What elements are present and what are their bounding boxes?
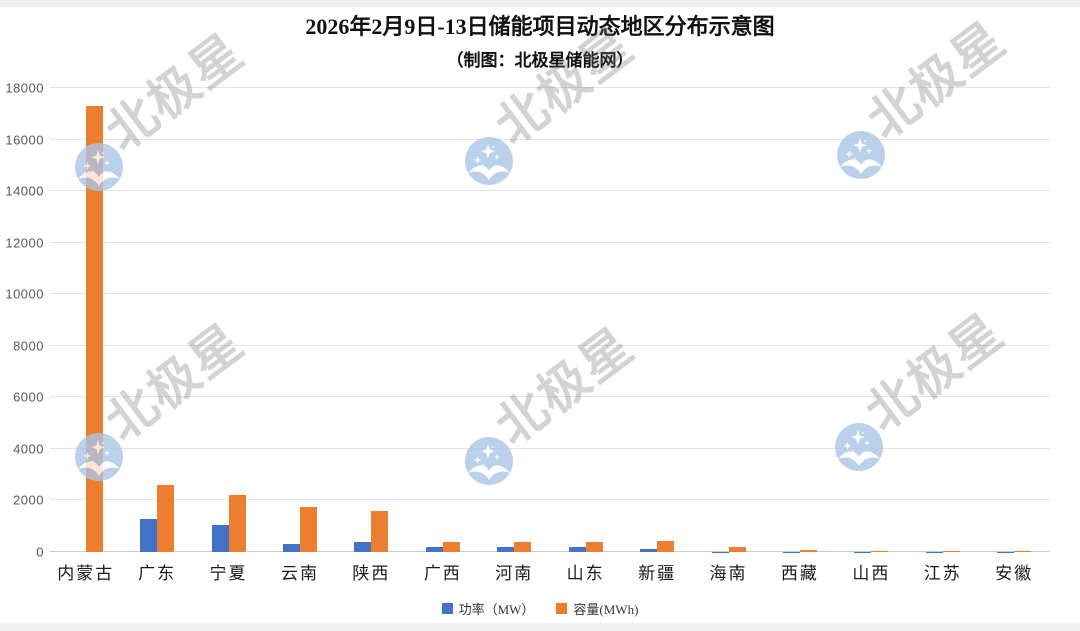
power-bar (425, 546, 443, 552)
capacity-bar (1014, 550, 1032, 552)
y-tick-label: 16000 (5, 132, 44, 148)
bar-group (621, 88, 692, 552)
bar-group (764, 88, 835, 552)
gridline (50, 344, 1050, 346)
x-tick-label: 陕西 (352, 564, 391, 583)
legend-item: 功率（MW） (441, 599, 535, 618)
y-axis-labels: 0 2000 4000 6000 8000 10000 12000 14000 16000 180… (4, 81, 46, 560)
plot-area (50, 87, 1050, 552)
gridline (50, 396, 1050, 398)
y-tick-label: 8000 (13, 338, 44, 354)
legend-label: 功率（MW） (458, 602, 535, 617)
x-tick-label: 西藏 (780, 564, 819, 583)
bar-group (479, 88, 550, 552)
power-bar (211, 524, 229, 552)
top-border-strip (0, 0, 1080, 7)
x-tick-label: 广西 (423, 564, 462, 583)
grid-layer (50, 87, 1050, 552)
bar-group (50, 88, 121, 552)
y-tick-label: 4000 (13, 441, 44, 457)
y-tick-label: 6000 (13, 389, 44, 405)
x-tick-label: 云南 (280, 564, 319, 583)
capacity-bar (442, 541, 460, 552)
capacity-bar (514, 542, 532, 552)
bar-group (550, 88, 621, 552)
x-tick-label: 山西 (852, 564, 891, 583)
capacity-bar (728, 546, 746, 552)
capacity-bar (942, 550, 960, 552)
legend-item: 容量(MWh) (556, 599, 638, 618)
bar-group (693, 88, 764, 552)
legend-label: 容量(MWh) (573, 602, 639, 617)
bar-group (336, 88, 407, 552)
bottom-border-strip (0, 623, 1080, 631)
bar-group (121, 88, 192, 552)
power-bar (140, 518, 158, 552)
capacity-bar (799, 549, 817, 552)
power-bar (497, 547, 515, 552)
bar-group (907, 88, 978, 552)
x-tick-label: 河南 (495, 564, 534, 583)
y-tick-label: 12000 (5, 235, 44, 251)
y-tick-label: 2000 (13, 492, 44, 508)
y-tick-label: 0 (36, 544, 44, 560)
capacity-bar (299, 506, 317, 552)
capacity-bar (85, 106, 103, 552)
bar-group (264, 88, 335, 552)
capacity-bar (871, 550, 889, 552)
x-tick-label: 新疆 (638, 564, 677, 583)
legend: 功率（MW） 容量(MWh) (0, 599, 1080, 618)
x-tick-label: 江苏 (923, 564, 962, 583)
gridline (50, 241, 1050, 243)
capacity-bar (157, 484, 175, 552)
legend-swatch (441, 603, 453, 614)
x-tick-label: 广东 (138, 564, 177, 583)
bar-group (407, 88, 478, 552)
x-tick-label: 内蒙古 (57, 564, 115, 583)
gridline (50, 447, 1050, 449)
capacity-bar (371, 510, 389, 552)
x-tick-label: 海南 (709, 564, 748, 583)
gridline (50, 499, 1050, 501)
chart-title: 2026年2月9日-13日储能项目动态地区分布示意图 (305, 14, 775, 39)
x-axis-labels: 内蒙古 广东 宁夏 云南 陕西 广西 河南 山东 新疆 海南 西藏 山西 江苏 安徽 (50, 559, 1050, 584)
y-tick-label: 14000 (5, 183, 44, 199)
power-bar (354, 542, 372, 552)
y-tick-label: 10000 (5, 286, 44, 302)
bar-group (836, 88, 907, 552)
y-tick-label: 18000 (5, 80, 44, 96)
power-bar (568, 546, 586, 552)
power-bar (282, 543, 300, 552)
legend-swatch (556, 603, 568, 614)
capacity-bar (657, 541, 675, 552)
title-block: 2026年2月9日-13日储能项目动态地区分布示意图 （制图：北极星储能网） (0, 13, 1080, 71)
x-axis-line (50, 551, 1050, 552)
bar-group (193, 88, 264, 552)
gridline (50, 138, 1050, 140)
power-bar (711, 551, 729, 552)
capacity-bar (585, 541, 603, 552)
bar-group (978, 88, 1049, 552)
x-tick-label: 宁夏 (209, 564, 248, 583)
gridline (50, 190, 1050, 192)
capacity-bar (228, 495, 246, 552)
power-bar (640, 549, 658, 552)
x-tick-label: 山东 (566, 564, 605, 583)
gridline (50, 87, 1050, 88)
x-tick-label: 安徽 (995, 564, 1034, 583)
chart-subtitle: （制图：北极星储能网） (446, 50, 634, 70)
plot-bars (50, 88, 1050, 552)
gridline (50, 293, 1050, 295)
